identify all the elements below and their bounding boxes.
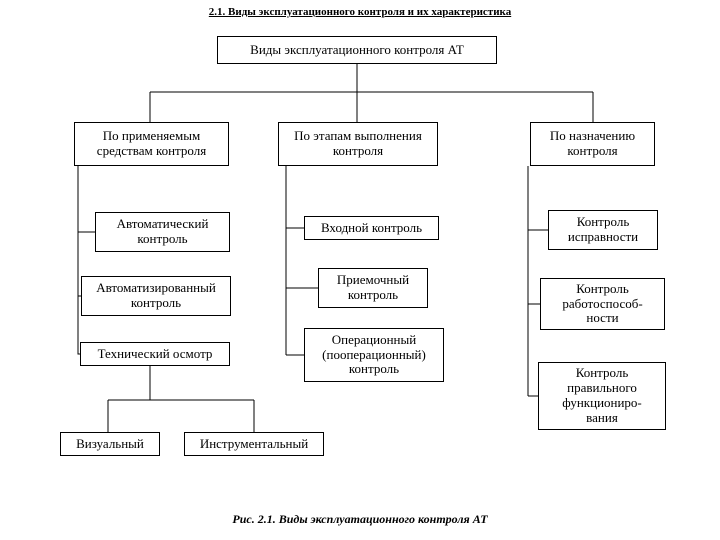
node-c1d1: Визуальный [60,432,160,456]
node-c3c: Контроль правильного функциониро- вания [538,362,666,430]
node-c1d2: Инструментальный [184,432,324,456]
node-c3a: Контроль исправности [548,210,658,250]
figure-caption: Рис. 2.1. Виды эксплуатационного контрол… [0,512,720,527]
node-c1b: Автоматизированный контроль [81,276,231,316]
section-heading: 2.1. Виды эксплуатационного контроля и и… [0,6,720,18]
node-c1a: Автоматический контроль [95,212,230,252]
node-root: Виды эксплуатационного контроля АТ [217,36,497,64]
node-cat1: По применяемым средствам контроля [74,122,229,166]
node-cat2: По этапам выполнения контроля [278,122,438,166]
node-c3b: Контроль работоспособ- ности [540,278,665,330]
node-c2c: Операционный (пооперационный) контроль [304,328,444,382]
node-c2a: Входной контроль [304,216,439,240]
node-cat3: По назначению контроля [530,122,655,166]
node-c1c: Технический осмотр [80,342,230,366]
node-c2b: Приемочный контроль [318,268,428,308]
